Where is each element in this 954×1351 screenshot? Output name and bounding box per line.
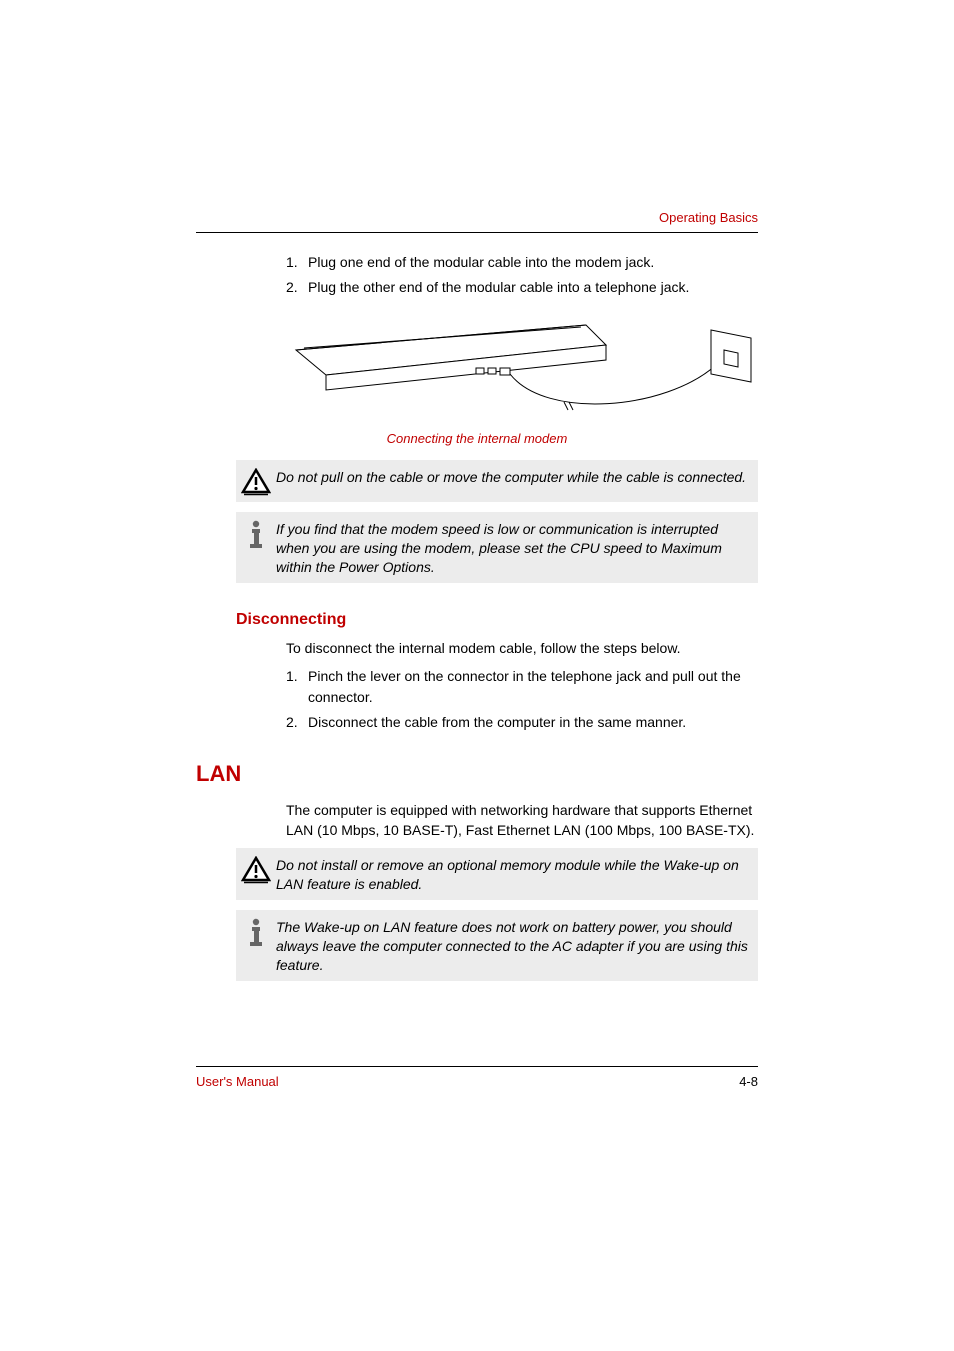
list-item: 1. Pinch the lever on the connector in t… bbox=[286, 666, 758, 708]
warning-triangle-icon bbox=[236, 466, 276, 496]
note-text: The Wake-up on LAN feature does not work… bbox=[276, 916, 748, 975]
info-note: If you find that the modem speed is low … bbox=[236, 512, 758, 583]
warning-note: Do not install or remove an optional mem… bbox=[236, 848, 758, 900]
note-text: If you find that the modem speed is low … bbox=[276, 518, 748, 577]
disconnecting-steps: 1. Pinch the lever on the connector in t… bbox=[286, 666, 758, 733]
footer-rule bbox=[196, 1066, 758, 1067]
list-number: 2. bbox=[286, 277, 308, 298]
connecting-steps: 1. Plug one end of the modular cable int… bbox=[286, 252, 758, 298]
list-item: 2. Disconnect the cable from the compute… bbox=[286, 712, 758, 733]
section-header: Operating Basics bbox=[659, 210, 758, 225]
footer-page-number: 4-8 bbox=[739, 1074, 758, 1089]
list-text: Plug one end of the modular cable into t… bbox=[308, 252, 654, 273]
info-note: The Wake-up on LAN feature does not work… bbox=[236, 910, 758, 981]
footer-left: User's Manual bbox=[196, 1074, 279, 1089]
body-paragraph: To disconnect the internal modem cable, … bbox=[286, 639, 758, 659]
figure-caption: Connecting the internal modem bbox=[196, 431, 758, 446]
figure bbox=[286, 310, 758, 425]
list-number: 1. bbox=[286, 666, 308, 708]
note-text: Do not install or remove an optional mem… bbox=[276, 854, 748, 894]
warning-note: Do not pull on the cable or move the com… bbox=[236, 460, 758, 502]
list-item: 2. Plug the other end of the modular cab… bbox=[286, 277, 758, 298]
content-area: 1. Plug one end of the modular cable int… bbox=[196, 252, 758, 991]
list-number: 1. bbox=[286, 252, 308, 273]
subsection-heading: Disconnecting bbox=[236, 611, 758, 629]
list-text: Plug the other end of the modular cable … bbox=[308, 277, 689, 298]
body-paragraph: The computer is equipped with networking… bbox=[286, 801, 758, 840]
warning-triangle-icon bbox=[236, 854, 276, 884]
page: Operating Basics 1. Plug one end of the … bbox=[0, 0, 954, 1351]
section-heading: LAN bbox=[196, 761, 758, 787]
list-number: 2. bbox=[286, 712, 308, 733]
list-text: Disconnect the cable from the computer i… bbox=[308, 712, 686, 733]
info-icon bbox=[236, 916, 276, 948]
info-icon bbox=[236, 518, 276, 550]
laptop-modem-illustration bbox=[286, 310, 756, 420]
list-text: Pinch the lever on the connector in the … bbox=[308, 666, 758, 708]
header-rule bbox=[196, 232, 758, 233]
list-item: 1. Plug one end of the modular cable int… bbox=[286, 252, 758, 273]
note-text: Do not pull on the cable or move the com… bbox=[276, 466, 746, 487]
